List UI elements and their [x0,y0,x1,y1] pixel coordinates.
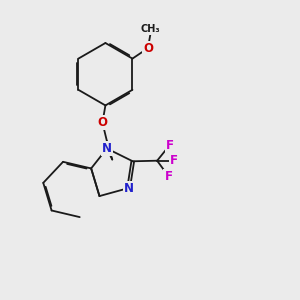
Text: CH₃: CH₃ [140,25,160,34]
Text: N: N [124,182,134,194]
Text: O: O [143,42,153,55]
Text: O: O [98,116,107,129]
Text: F: F [170,154,178,167]
Text: F: F [164,170,172,183]
Text: N: N [102,142,112,155]
Text: F: F [166,139,174,152]
